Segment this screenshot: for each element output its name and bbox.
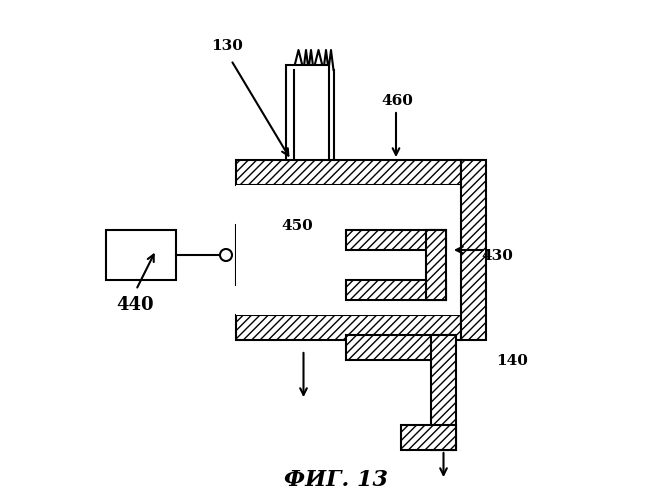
Bar — [431, 335, 456, 450]
Bar — [236, 225, 271, 285]
Text: 430: 430 — [481, 249, 513, 263]
Bar — [236, 185, 461, 315]
Text: 440: 440 — [116, 296, 154, 314]
Bar — [106, 230, 176, 280]
Text: 130: 130 — [211, 39, 243, 53]
Bar — [401, 425, 456, 450]
Text: 140: 140 — [496, 354, 528, 368]
Bar — [346, 335, 451, 360]
Bar — [236, 160, 461, 185]
Text: 450: 450 — [281, 219, 312, 233]
Bar — [236, 315, 461, 340]
Bar — [346, 280, 446, 300]
Text: ФИГ. 13: ФИГ. 13 — [284, 469, 388, 491]
Bar — [461, 160, 486, 340]
Bar — [346, 230, 446, 250]
Bar — [426, 230, 446, 300]
Text: 460: 460 — [381, 94, 413, 108]
Circle shape — [220, 249, 232, 261]
Bar — [286, 65, 329, 190]
